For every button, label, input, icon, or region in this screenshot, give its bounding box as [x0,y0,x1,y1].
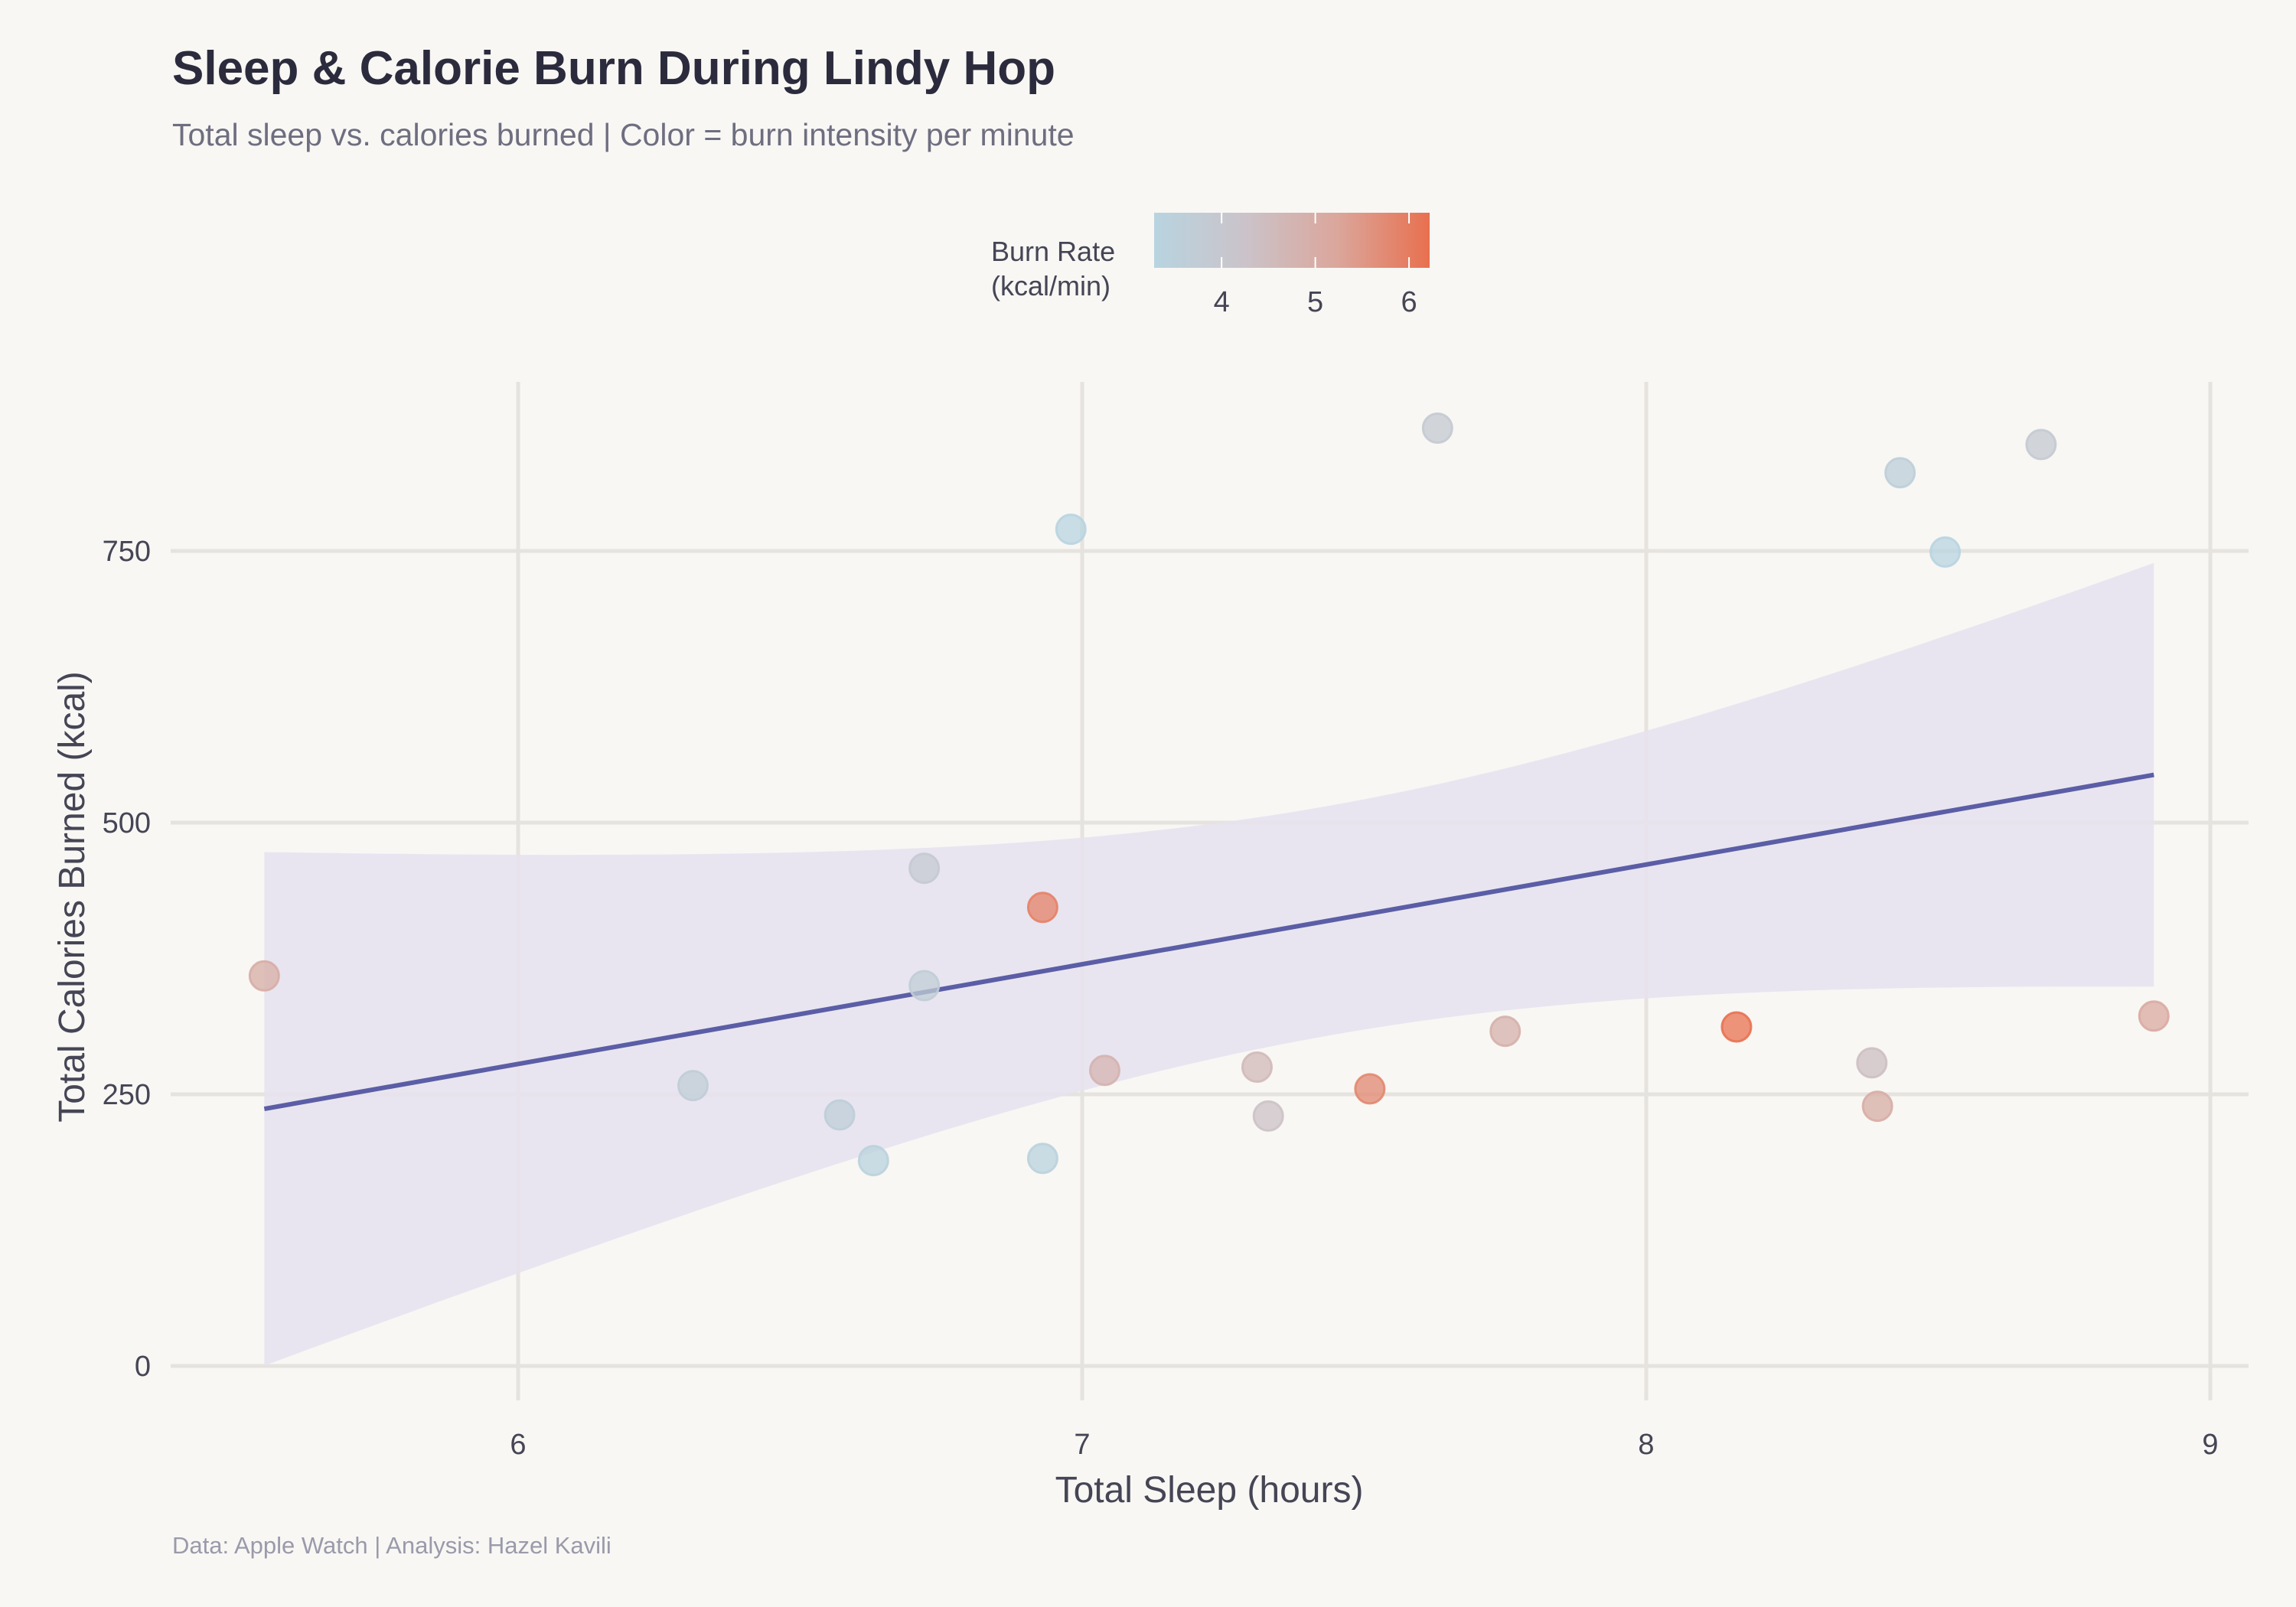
data-point [823,1099,856,1131]
x-tick-label: 9 [2202,1429,2218,1461]
y-tick-label: 500 [103,807,151,839]
colorbar [1154,213,1430,268]
data-point [857,1145,889,1177]
data-point [1241,1051,1273,1083]
x-tick-label: 7 [1074,1429,1090,1461]
legend-title-line1: Burn Rate [991,236,1115,267]
data-point [1489,1015,1521,1048]
data-point [1884,457,1916,489]
y-tick-label: 250 [103,1079,151,1111]
y-tick-label: 0 [135,1351,151,1383]
data-point [2138,1000,2170,1032]
data-point [248,960,280,992]
data-point [1088,1054,1120,1087]
data-point [1929,536,1962,568]
data-point [1856,1047,1888,1079]
chart-caption: Data: Apple Watch | Analysis: Hazel Kavi… [172,1532,612,1559]
data-point [1026,892,1058,924]
data-point [908,852,941,885]
colorbar-tick-label: 6 [1401,286,1417,318]
data-points [248,412,2170,1177]
colorbar-tick-label: 4 [1214,286,1230,318]
data-point [1055,513,1087,546]
y-tick-label: 750 [103,536,151,568]
data-point [1026,1143,1058,1175]
data-point [677,1070,709,1102]
chart-subtitle: Total sleep vs. calories burned | Color … [172,117,1075,152]
data-point [1354,1073,1386,1105]
x-tick-label: 8 [1638,1429,1654,1461]
trend-line [263,772,2154,1111]
y-axis-title: Total Calories Burned (kcal) [52,671,93,1123]
legend: Burn Rate (kcal/min) 4 5 6 [991,213,1430,318]
data-point [2025,429,2057,461]
colorbar-tick-label: 5 [1307,286,1323,318]
data-point [1421,412,1453,445]
data-point [1252,1100,1284,1132]
chart-title: Sleep & Calorie Burn During Lindy Hop [172,42,1055,95]
data-point [1861,1090,1893,1123]
data-point [908,970,941,1002]
data-point [1720,1011,1753,1043]
x-tick-label: 6 [510,1429,526,1461]
x-axis-title: Total Sleep (hours) [1055,1470,1364,1511]
confidence-band [264,562,2154,1366]
legend-title-line2: (kcal/min) [991,270,1110,302]
